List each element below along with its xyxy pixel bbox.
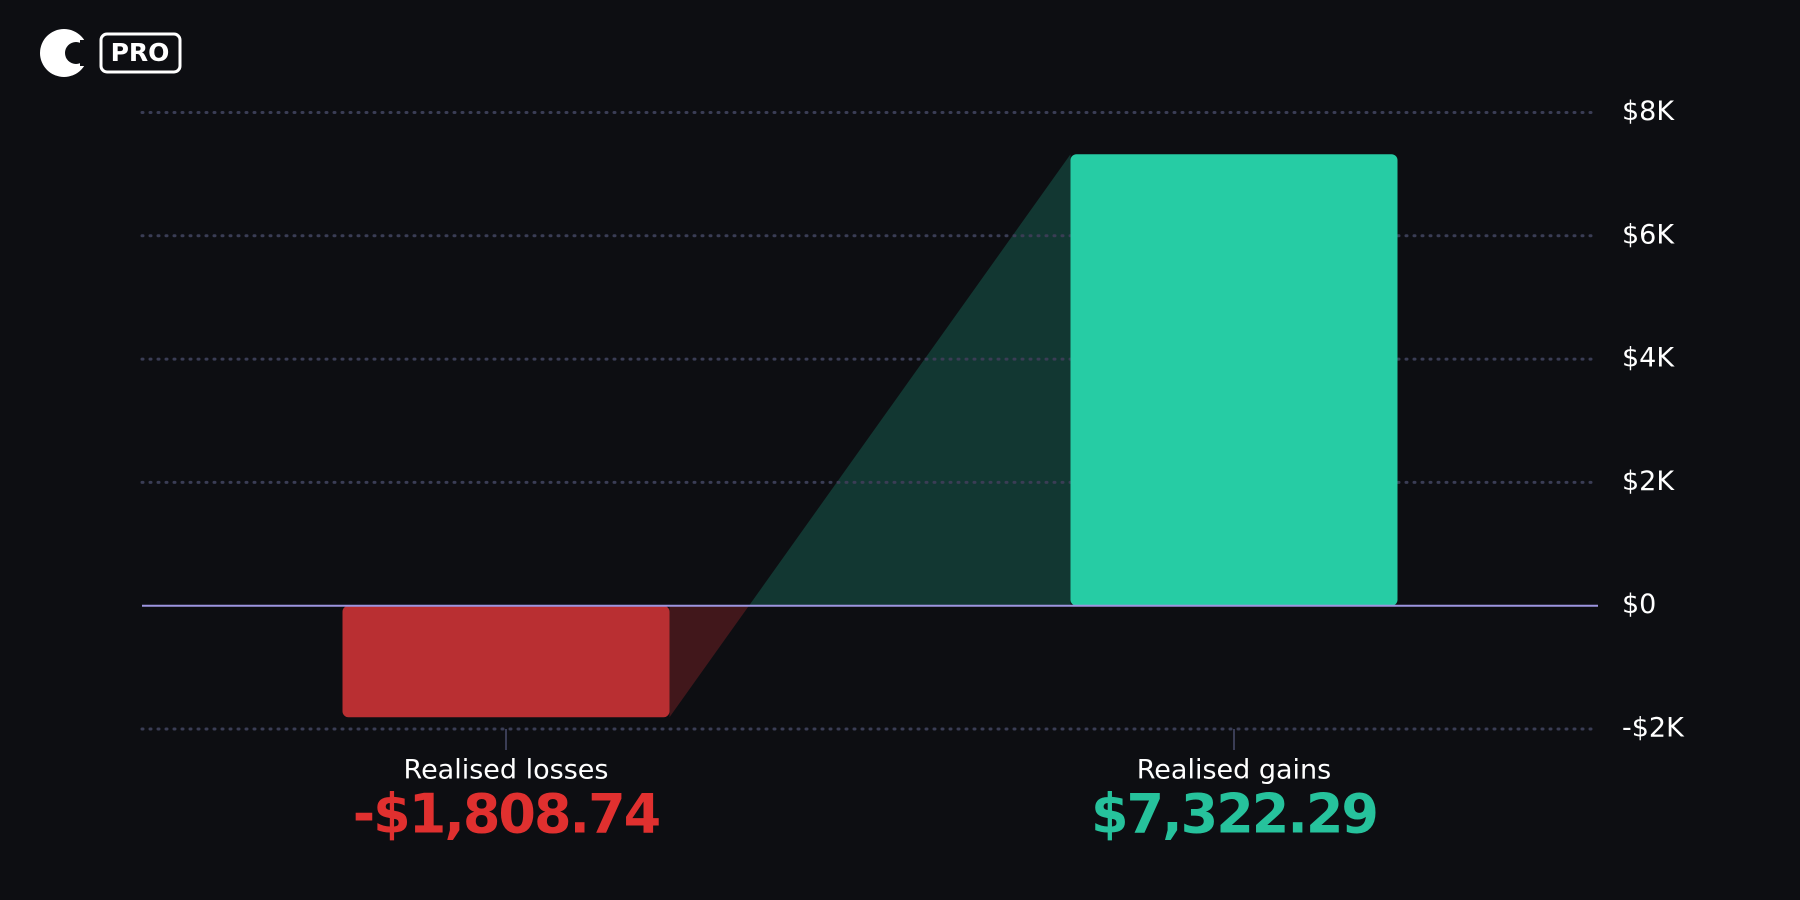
y-tick-label: $4K — [1622, 343, 1675, 374]
x-tick-label: Realised losses — [404, 755, 609, 786]
logo-mark — [40, 29, 88, 77]
connector-gain — [748, 154, 1071, 606]
value-label: $7,322.29 — [1091, 783, 1377, 846]
bar — [1070, 154, 1398, 606]
value-label: -$1,808.74 — [353, 783, 660, 846]
bar — [342, 605, 670, 718]
y-tick-label: $2K — [1622, 466, 1675, 497]
y-tick-label: $0 — [1622, 589, 1656, 620]
logo-cutout — [80, 40, 98, 66]
x-tick-label: Realised gains — [1137, 755, 1331, 786]
connector-loss — [669, 605, 749, 718]
y-tick-label: $6K — [1622, 219, 1675, 250]
logo: PRO — [40, 29, 182, 77]
logo-badge — [99, 32, 182, 74]
logo-text: PRO — [111, 38, 170, 67]
y-tick-label: -$2K — [1622, 713, 1685, 744]
y-tick-label: $8K — [1622, 96, 1675, 127]
